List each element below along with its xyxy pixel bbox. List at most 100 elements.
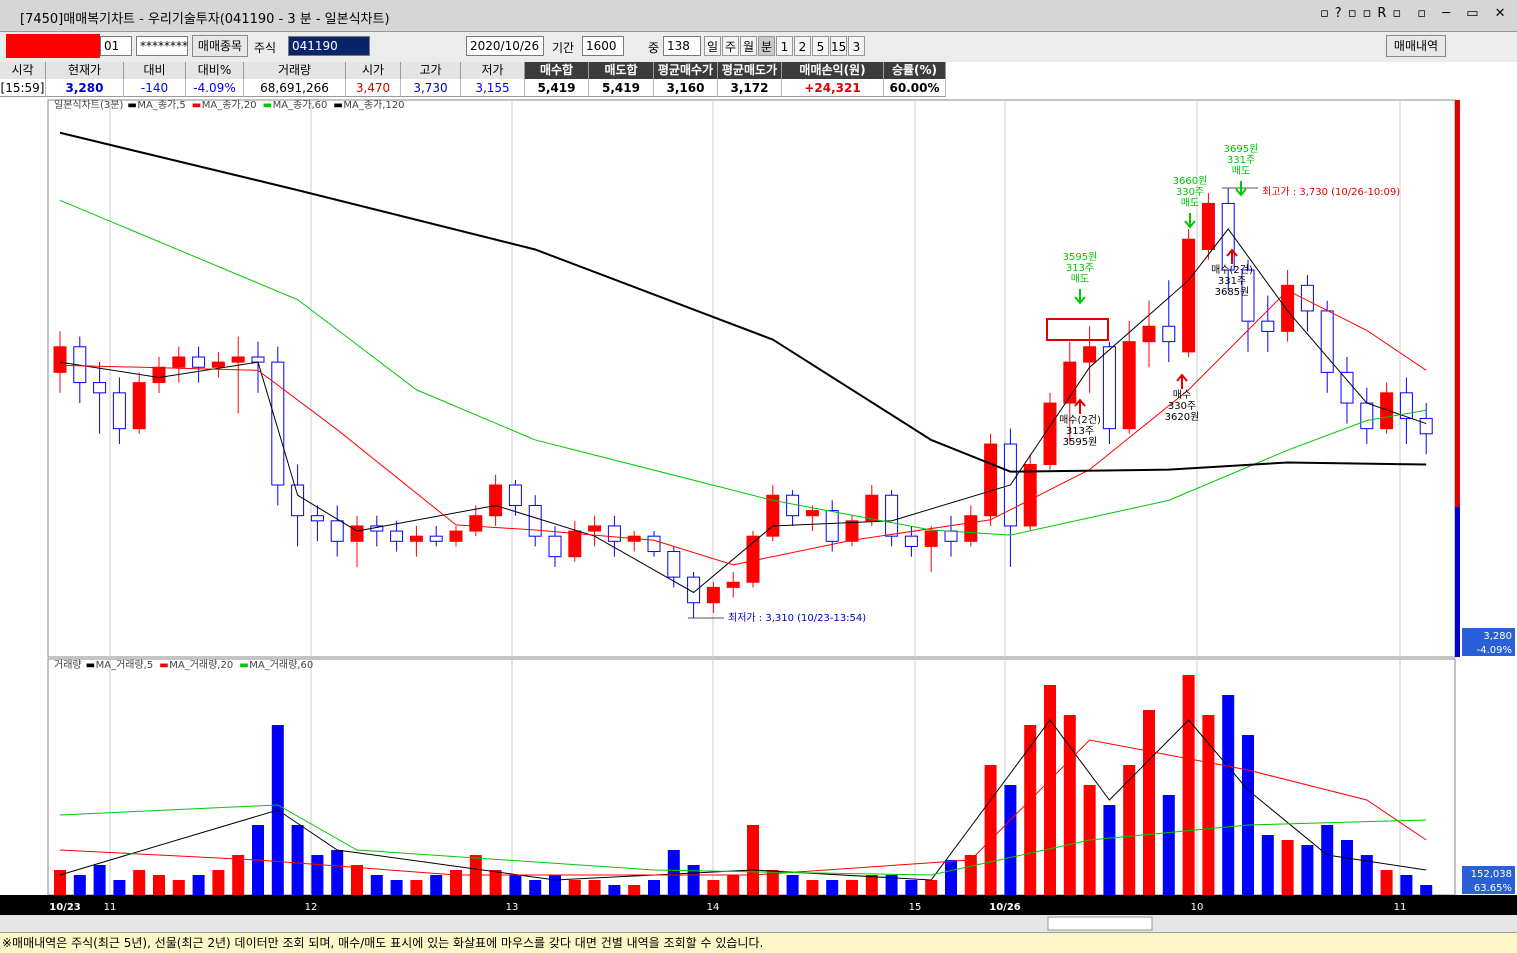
candle-body	[706, 586, 720, 604]
buy-arrow	[1074, 398, 1086, 414]
trade-label: 매수(2건)	[1211, 264, 1253, 276]
volume-bar	[687, 865, 700, 895]
candle-body	[726, 581, 740, 588]
volume-bar	[1123, 765, 1136, 895]
volume-bar	[54, 870, 66, 895]
x-tick-label: 10/23	[49, 902, 81, 913]
summary-value: 3,172	[718, 79, 782, 97]
date-field[interactable]: 2020/10/26	[466, 36, 544, 56]
volume-bar	[628, 885, 641, 895]
volume-bar	[1242, 735, 1254, 895]
candle-body	[231, 356, 245, 363]
trades-button[interactable]: 매매내역	[1386, 35, 1446, 57]
trade-label: 매수(2건)	[1059, 414, 1101, 426]
candle-body	[1023, 464, 1037, 527]
volume-bar	[1182, 675, 1195, 895]
volume-bar	[984, 765, 997, 895]
price-tag: 3,280	[1483, 631, 1512, 642]
password-field[interactable]: ********	[136, 36, 188, 56]
summary-value: 3,155	[461, 79, 525, 97]
unit-button[interactable]: 월	[740, 36, 757, 56]
sell-arrow	[1074, 289, 1086, 305]
candle-body	[1182, 238, 1196, 353]
summary-value: [15:59]	[0, 79, 46, 97]
masked-account	[6, 34, 100, 58]
candle-body	[1043, 402, 1057, 466]
volume-bar	[826, 880, 839, 895]
volume-bar	[1162, 795, 1175, 895]
period-label: 기간	[552, 41, 575, 55]
candle-body	[53, 346, 67, 373]
volume-bar	[410, 880, 423, 895]
account-field[interactable]: 01	[100, 36, 132, 56]
summary-value: -4.09%	[186, 79, 244, 97]
candle-body	[330, 520, 344, 542]
x-tick-label: 12	[305, 902, 318, 913]
summary-value: 3,470	[346, 79, 401, 97]
unit-button[interactable]: 분	[758, 36, 775, 56]
candle-body	[152, 366, 166, 384]
period-field[interactable]: 1600	[582, 36, 624, 56]
volume-bar	[1044, 685, 1056, 895]
high-annotation: 최고가 : 3,730 (10/26-10:09)	[1262, 186, 1400, 198]
trade-label: 331주	[1218, 276, 1246, 287]
unit-button[interactable]: 3	[848, 36, 865, 56]
legend-dash: ▬	[192, 100, 201, 111]
candle-body	[964, 515, 978, 542]
volume-bar	[509, 875, 522, 895]
summary-header: 매수합	[525, 62, 589, 79]
volume-tag: 152,038	[1471, 869, 1512, 880]
code-field[interactable]: 041190	[288, 36, 370, 56]
summary-header: 매매손익(원)	[782, 62, 884, 79]
sell-arrow	[1184, 213, 1196, 229]
trade-label: 매도	[1232, 165, 1250, 177]
candle-body	[1320, 310, 1334, 373]
candle-body	[489, 484, 503, 517]
candle-body	[1300, 284, 1314, 312]
summary-value: 5,419	[589, 79, 654, 97]
volume-bar	[113, 880, 126, 895]
volume-bar	[846, 880, 858, 895]
candle-body	[1419, 417, 1433, 435]
candle-body	[271, 361, 285, 486]
buy-arrow	[1176, 373, 1188, 389]
unit-button[interactable]: 1	[776, 36, 793, 56]
unit-button[interactable]: 15	[830, 36, 847, 56]
unit-button[interactable]: 2	[794, 36, 811, 56]
volume-bar	[549, 875, 561, 895]
candle-body	[607, 525, 621, 542]
date-axis	[0, 895, 1517, 915]
volume-bar	[1420, 885, 1433, 895]
count-field[interactable]: 138	[663, 36, 701, 56]
item-button[interactable]: 매매종목	[192, 35, 248, 57]
summary-value: 3,730	[401, 79, 461, 97]
candle-body	[984, 443, 998, 517]
status-bar: ※매매내역은 주식(최근 5년), 선물(최근 2년) 데이터만 조회 되며, …	[0, 932, 1517, 953]
candle-body	[1102, 346, 1116, 430]
candle-body	[944, 530, 958, 542]
ma-line	[59, 719, 1427, 881]
x-tick-label: 10/26	[989, 902, 1021, 913]
trade-label: 330주	[1176, 187, 1204, 198]
unit-button[interactable]: 5	[812, 36, 829, 56]
unit-button[interactable]: 주	[722, 36, 739, 56]
type-label: 주식	[254, 41, 277, 55]
candle-body	[1122, 341, 1136, 430]
volume-bar	[905, 880, 918, 895]
candle-body	[1261, 320, 1275, 332]
x-tick-label: 14	[707, 902, 720, 913]
trade-label: 3620원	[1165, 411, 1200, 423]
window-title: [7450]매매복기차트 - 우리기술투자(041190 - 3 분 - 일본식…	[20, 12, 390, 27]
volume-bar	[1261, 835, 1274, 895]
summary-table: 시각 [15:59] 현재가 3,280 대비 -140 대비% -4.09% 거래량 68,69…	[0, 62, 948, 98]
candle-body	[1340, 371, 1354, 404]
window-controls[interactable]: ▫?▫▫R▫ ▫ ─ ▭ ✕	[1320, 6, 1512, 21]
candle-body	[647, 535, 661, 553]
ma-line	[59, 199, 1427, 536]
volume-bar	[885, 875, 898, 895]
unit-button[interactable]: 일	[704, 36, 721, 56]
legend-title: 일본식차트(3분)	[54, 99, 123, 111]
candle-body	[1162, 325, 1176, 343]
candle-body	[1380, 392, 1394, 430]
volume-bar	[1024, 725, 1037, 895]
